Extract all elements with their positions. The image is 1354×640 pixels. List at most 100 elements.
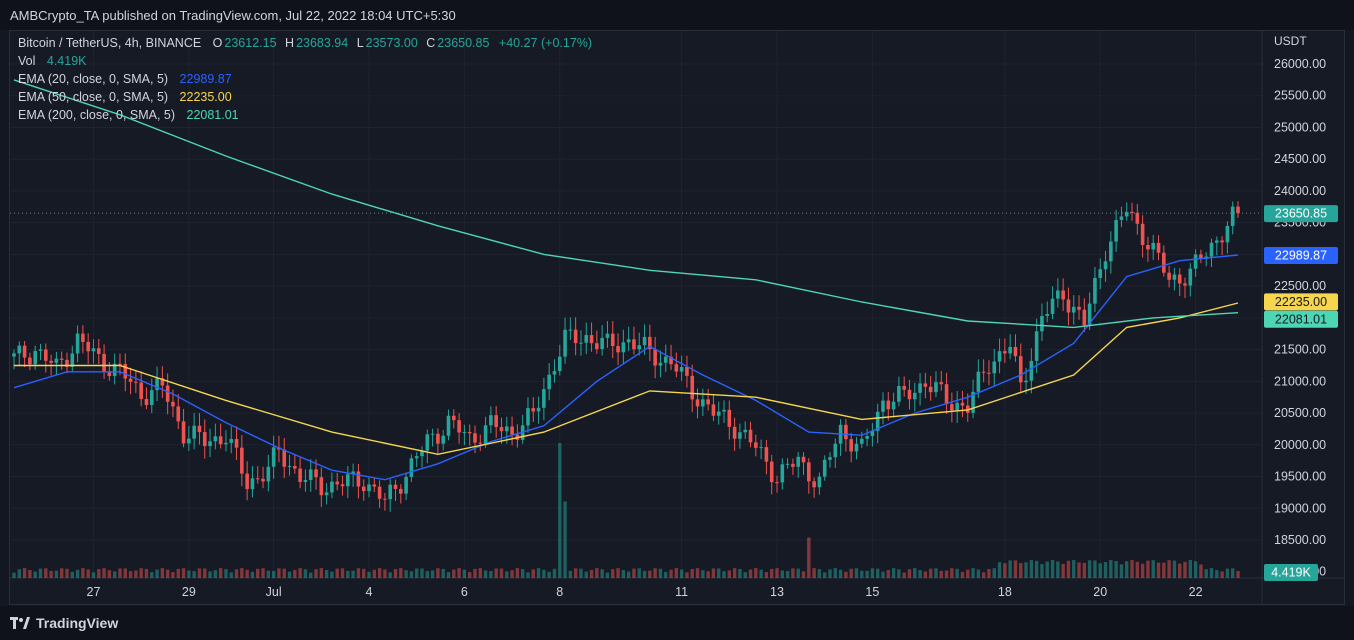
candle-body[interactable] xyxy=(478,442,483,444)
candle-body[interactable] xyxy=(351,471,355,475)
candle-body[interactable] xyxy=(1188,268,1193,286)
candle-body[interactable] xyxy=(1199,254,1203,259)
candle-body[interactable] xyxy=(1029,360,1034,381)
candle-body[interactable] xyxy=(86,341,90,352)
candle-body[interactable] xyxy=(865,435,869,439)
candle-body[interactable] xyxy=(701,399,705,407)
candle-body[interactable] xyxy=(738,432,742,439)
candle-body[interactable] xyxy=(573,329,578,344)
candle-body[interactable] xyxy=(1003,351,1007,354)
candle-body[interactable] xyxy=(939,382,944,385)
candle-body[interactable] xyxy=(393,484,398,489)
candle-body[interactable] xyxy=(240,447,244,474)
candle-body[interactable] xyxy=(637,345,642,350)
candle-body[interactable] xyxy=(1183,283,1187,286)
candle-body[interactable] xyxy=(330,481,334,493)
candle-body[interactable] xyxy=(436,433,440,444)
candle-body[interactable] xyxy=(642,336,647,346)
candle-body[interactable] xyxy=(1220,240,1224,243)
candle-body[interactable] xyxy=(716,411,721,416)
candle-body[interactable] xyxy=(934,382,938,393)
candle-body[interactable] xyxy=(1018,356,1023,383)
candle-body[interactable] xyxy=(340,484,345,487)
candle-body[interactable] xyxy=(1109,241,1113,262)
candle-body[interactable] xyxy=(213,436,218,442)
candle-body[interactable] xyxy=(754,442,758,448)
candle-body[interactable] xyxy=(944,384,949,405)
candle-body[interactable] xyxy=(462,432,467,434)
candle-body[interactable] xyxy=(293,466,297,469)
candle-body[interactable] xyxy=(187,438,191,444)
candle-body[interactable] xyxy=(38,349,43,351)
candle-body[interactable] xyxy=(844,424,848,440)
candle-body[interactable] xyxy=(1130,211,1134,213)
candle-body[interactable] xyxy=(399,488,403,494)
candle-body[interactable] xyxy=(971,391,975,413)
candle-body[interactable] xyxy=(653,349,657,366)
candle-body[interactable] xyxy=(165,385,170,402)
candle-body[interactable] xyxy=(1151,242,1156,250)
candle-body[interactable] xyxy=(282,449,287,467)
candle-body[interactable] xyxy=(1167,272,1171,280)
candle-body[interactable] xyxy=(1140,223,1145,246)
candle-body[interactable] xyxy=(298,468,302,482)
candle-body[interactable] xyxy=(923,383,928,387)
candle-body[interactable] xyxy=(859,438,864,444)
candle-body[interactable] xyxy=(849,439,853,452)
candle-body[interactable] xyxy=(769,461,774,483)
candle-body[interactable] xyxy=(1103,261,1108,270)
candle-body[interactable] xyxy=(1071,306,1076,313)
candle-body[interactable] xyxy=(960,402,965,406)
candle-body[interactable] xyxy=(822,459,827,477)
candle-body[interactable] xyxy=(1077,306,1081,310)
candle-body[interactable] xyxy=(828,457,832,460)
candle-body[interactable] xyxy=(229,438,234,443)
candle-body[interactable] xyxy=(955,402,959,411)
candle-body[interactable] xyxy=(552,371,557,375)
candle-body[interactable] xyxy=(12,353,16,357)
candle-body[interactable] xyxy=(81,333,85,342)
candle-body[interactable] xyxy=(1024,380,1028,383)
candle-body[interactable] xyxy=(425,434,430,451)
candle-body[interactable] xyxy=(261,478,265,482)
candle-body[interactable] xyxy=(1215,240,1219,243)
candle-body[interactable] xyxy=(473,433,477,443)
candle-body[interactable] xyxy=(361,486,366,492)
candle-body[interactable] xyxy=(1156,242,1161,253)
candle-body[interactable] xyxy=(785,463,790,465)
candle-body[interactable] xyxy=(494,415,498,428)
candle-body[interactable] xyxy=(997,351,1002,362)
candle-body[interactable] xyxy=(669,356,673,365)
candle-body[interactable] xyxy=(791,463,795,467)
candle-body[interactable] xyxy=(118,363,122,365)
candle-body[interactable] xyxy=(1162,252,1166,273)
candle-body[interactable] xyxy=(875,411,880,431)
candle-body[interactable] xyxy=(49,360,53,363)
candle-body[interactable] xyxy=(663,356,668,363)
candle-body[interactable] xyxy=(335,481,340,485)
candle-body[interactable] xyxy=(674,364,679,372)
candle-body[interactable] xyxy=(346,474,350,487)
candle-body[interactable] xyxy=(722,409,726,412)
candle-body[interactable] xyxy=(557,356,562,372)
candle-body[interactable] xyxy=(610,333,615,347)
candle-body[interactable] xyxy=(616,346,620,353)
candle-body[interactable] xyxy=(420,450,424,457)
candle-body[interactable] xyxy=(1230,206,1235,226)
candle-body[interactable] xyxy=(695,399,700,407)
candle-body[interactable] xyxy=(218,436,223,445)
candle-body[interactable] xyxy=(807,462,811,482)
candle-body[interactable] xyxy=(881,400,885,412)
candle-body[interactable] xyxy=(833,443,838,458)
candle-body[interactable] xyxy=(245,473,249,490)
candle-body[interactable] xyxy=(801,456,806,463)
candle-body[interactable] xyxy=(685,367,689,376)
candle-body[interactable] xyxy=(96,348,101,354)
candle-body[interactable] xyxy=(1209,242,1214,257)
candle-body[interactable] xyxy=(134,381,138,383)
candle-body[interactable] xyxy=(504,426,509,432)
candle-body[interactable] xyxy=(1050,298,1055,314)
candle-body[interactable] xyxy=(1013,346,1018,357)
candle-body[interactable] xyxy=(489,415,493,426)
candle-body[interactable] xyxy=(181,421,186,444)
